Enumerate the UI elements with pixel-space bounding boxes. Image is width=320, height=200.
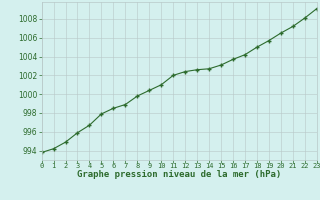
X-axis label: Graphe pression niveau de la mer (hPa): Graphe pression niveau de la mer (hPa) [77,170,281,179]
